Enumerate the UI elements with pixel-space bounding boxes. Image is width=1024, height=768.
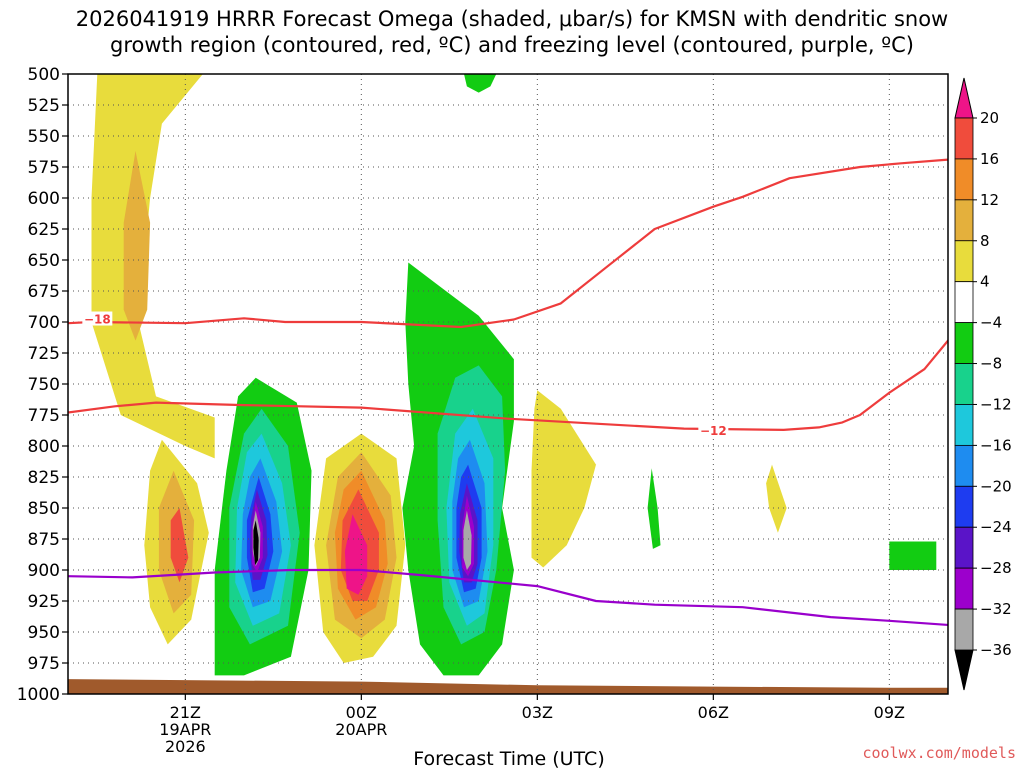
contour-layer: −18 −12 0 — [68, 158, 1008, 635]
y-tick-label: 575 — [28, 158, 60, 178]
colorbar-label: −28 — [980, 559, 1012, 577]
y-tick-label: 625 — [28, 220, 60, 240]
green-sliver-mid — [647, 468, 661, 549]
colorbar-band — [954, 281, 974, 324]
y-tick-label: 900 — [28, 561, 60, 581]
green-rectangle-right — [889, 541, 937, 570]
x-tick-label: 19APR — [159, 720, 211, 739]
colorbar-band — [954, 240, 974, 283]
x-tick-label: 06Z — [698, 703, 729, 722]
colorbar-label: 4 — [980, 273, 990, 291]
y-tick-label: 700 — [28, 313, 60, 333]
colorbar-band — [954, 526, 974, 569]
x-tick-label: 21Z — [170, 703, 201, 722]
black-core-cell-1 — [253, 520, 259, 565]
minus-18-contour-line — [68, 158, 948, 329]
zero-freezing-contour-line — [68, 568, 948, 627]
ground-surface — [68, 679, 948, 694]
minus-12-contour-label-bg — [698, 423, 729, 438]
gray-core-cell-2 — [463, 510, 472, 570]
colorbar-band — [954, 404, 974, 446]
x-tick-label: 20APR — [335, 720, 387, 739]
y-tick-label: 950 — [28, 623, 60, 643]
y-tick-label: 750 — [28, 375, 60, 395]
colorbar-top-arrow — [954, 77, 974, 119]
y-tick-label: 500 — [28, 65, 60, 85]
yellow-lobe-right — [531, 390, 596, 568]
colorbar-band — [954, 363, 974, 405]
colorbar-band — [954, 117, 974, 160]
y-tick-label: 725 — [28, 344, 60, 364]
colorbar-band — [954, 608, 974, 651]
colorbar-label: 16 — [980, 150, 999, 168]
colorbar-band — [954, 322, 974, 364]
colorbar-label: −32 — [980, 600, 1012, 618]
x-tick-label: 09Z — [874, 703, 905, 722]
ground-layer — [68, 679, 948, 694]
colorbar-label: 8 — [980, 232, 990, 250]
x-axis-title: Forecast Time (UTC) — [413, 748, 604, 768]
minus-12-contour-label: −12 — [700, 424, 727, 438]
colorbar-label: 12 — [980, 191, 999, 209]
colorbar-label: −8 — [980, 355, 1002, 373]
y-tick-label: 525 — [28, 96, 60, 116]
colorbar-label: −24 — [980, 518, 1012, 536]
y-tick-label: 800 — [28, 437, 60, 457]
colorbar-label: −36 — [980, 641, 1012, 659]
y-tick-label: 850 — [28, 499, 60, 519]
green-patch-top — [464, 74, 497, 93]
y-tick-label: 675 — [28, 282, 60, 302]
chart-title-line-2: growth region (contoured, red, ºC) and f… — [110, 33, 914, 57]
y-tick-label: 550 — [28, 127, 60, 147]
colorbar-label: 20 — [980, 109, 999, 127]
colorbar-label: −4 — [980, 314, 1002, 332]
y-tick-label: 925 — [28, 592, 60, 612]
y-tick-label: 650 — [28, 251, 60, 271]
y-tick-label: 875 — [28, 530, 60, 550]
y-tick-label: 975 — [28, 654, 60, 674]
chart-title-line-1: 2026041919 HRRR Forecast Omega (shaded, … — [76, 7, 948, 31]
colorbar-band — [954, 444, 974, 487]
grid-layer — [68, 73, 948, 695]
colorbar-bottom-arrow — [954, 649, 974, 691]
zero-freezing-contour-label-bg — [994, 620, 1008, 634]
colorbar-label: −12 — [980, 395, 1012, 413]
minus-18-contour-label-bg — [82, 311, 113, 326]
credit-text: coolwx.com/models — [862, 744, 1016, 762]
colorbar-label: −16 — [980, 436, 1012, 454]
red-cell-left — [170, 508, 189, 583]
y-tick-label: 775 — [28, 406, 60, 426]
y-axis: 500 525 550 575 600 625 650 675 700 725 750 775 800 8… — [17, 65, 68, 705]
zero-freezing-contour-label: 0 — [997, 621, 1005, 635]
x-tick-label: 03Z — [522, 703, 553, 722]
y-tick-label: 825 — [28, 468, 60, 488]
colorbar-band — [954, 158, 974, 201]
colorbar-band — [954, 485, 974, 528]
colorbar-band — [954, 567, 974, 610]
y-tick-label: 1000 — [17, 685, 60, 705]
yellow-sliver-mid — [766, 464, 787, 533]
y-tick-label: 600 — [28, 189, 60, 209]
minus-18-contour-label: −18 — [84, 313, 111, 327]
x-tick-label: 00Z — [346, 703, 377, 722]
yellow-band-upper-left — [91, 74, 215, 459]
colorbar-label: −20 — [980, 477, 1012, 495]
omega-shading-layer — [91, 74, 937, 676]
colorbar: 20 16 12 8 4 −4 −8 −12 −16 −20 −24 −28 −32 −36 — [954, 77, 1012, 691]
colorbar-band — [954, 199, 974, 242]
minus-12-contour-line — [68, 339, 948, 431]
x-axis: 21Z19APR202600Z20APR03Z06Z09Z12Z — [159, 694, 905, 756]
x-tick-label: 2026 — [165, 737, 206, 756]
